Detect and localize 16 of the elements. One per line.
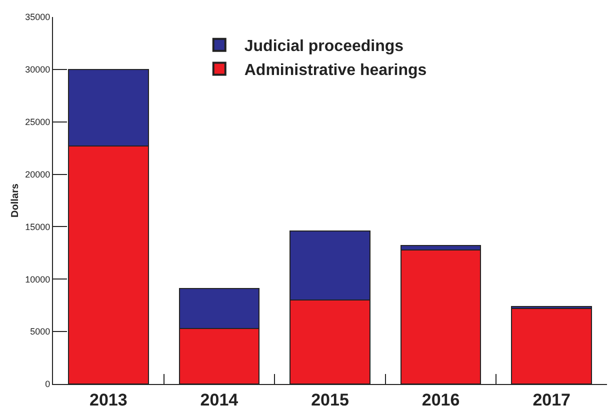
y-tick-label: 10000 — [25, 274, 50, 284]
x-tick-label: 2015 — [311, 390, 349, 410]
y-tick-label: 35000 — [25, 12, 50, 22]
y-axis-title: Dollars — [10, 183, 22, 218]
x-tick-label: 2016 — [422, 390, 460, 410]
y-tick-label: 0 — [45, 379, 50, 390]
legend-label: Judicial proceedings — [244, 38, 404, 56]
y-tick-label: 5000 — [30, 326, 50, 337]
x-tick-label: 2013 — [89, 390, 128, 410]
y-tick-label: 30000 — [25, 64, 50, 75]
y-tick-label: 25000 — [25, 117, 50, 128]
y-tick-label: 15000 — [25, 222, 50, 232]
x-tick-label: 2014 — [200, 390, 239, 410]
legend-label: Administrative hearings — [244, 62, 427, 79]
x-tick-label: 2017 — [532, 390, 571, 410]
y-tick-label: 20000 — [25, 169, 50, 180]
